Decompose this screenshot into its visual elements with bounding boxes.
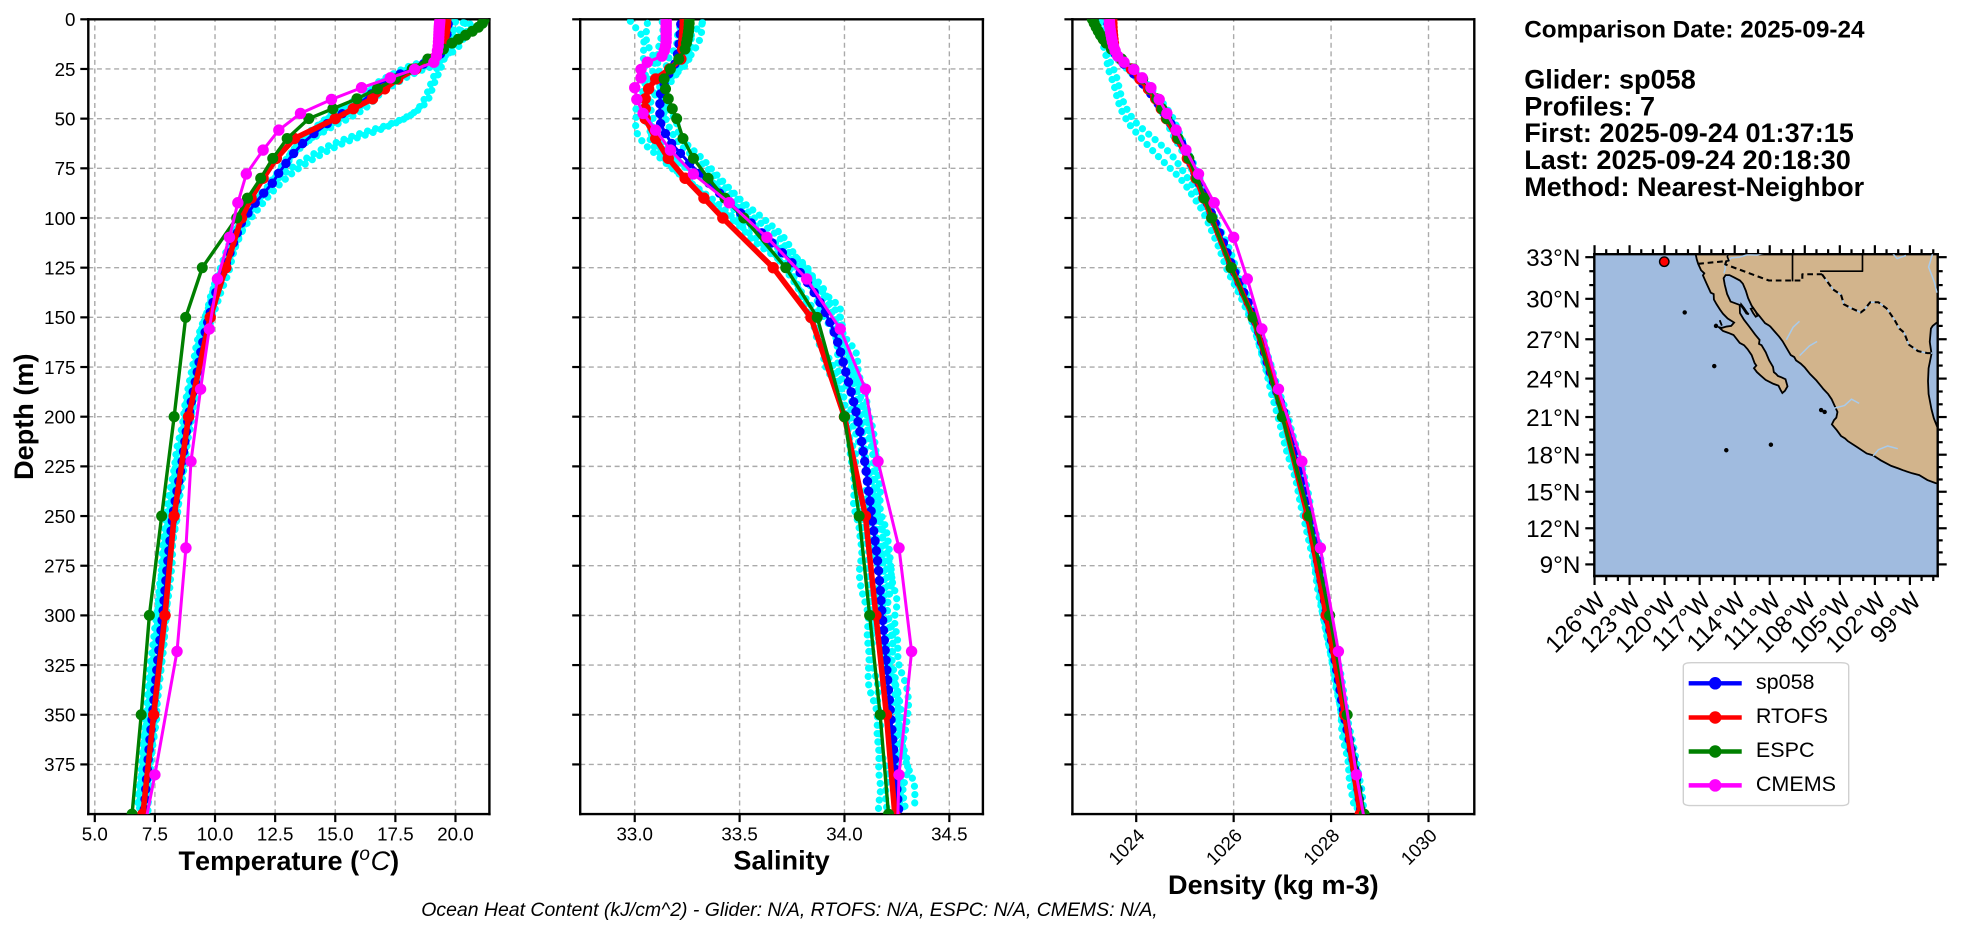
svg-text:30°N: 30°N — [1526, 287, 1580, 314]
svg-text:24°N: 24°N — [1526, 366, 1580, 393]
svg-text:Density (kg m-3): Density (kg m-3) — [1168, 869, 1379, 900]
svg-text:7.5: 7.5 — [142, 824, 168, 845]
svg-text:ESPC: ESPC — [1756, 738, 1815, 762]
svg-text:17.5: 17.5 — [377, 824, 414, 845]
svg-text:Method: Nearest-Neighbor: Method: Nearest-Neighbor — [1524, 171, 1864, 202]
svg-text:Comparison Date: 2025-09-24: Comparison Date: 2025-09-24 — [1524, 16, 1865, 43]
svg-text:34.5: 34.5 — [931, 824, 968, 845]
svg-text:18°N: 18°N — [1526, 443, 1580, 470]
svg-text:100: 100 — [44, 208, 75, 229]
svg-text:27°N: 27°N — [1526, 327, 1580, 354]
svg-text:75: 75 — [55, 158, 76, 179]
svg-text:33°N: 33°N — [1526, 245, 1580, 272]
svg-text:275: 275 — [44, 556, 75, 577]
svg-text:Glider: sp058: Glider: sp058 — [1524, 64, 1696, 95]
svg-text:33.0: 33.0 — [616, 824, 653, 845]
svg-text:Salinity: Salinity — [733, 845, 829, 876]
svg-text:350: 350 — [44, 705, 75, 726]
svg-text:10.0: 10.0 — [197, 824, 234, 845]
svg-text:250: 250 — [44, 506, 75, 527]
svg-text:34.0: 34.0 — [826, 824, 863, 845]
svg-text:21°N: 21°N — [1526, 405, 1580, 432]
svg-text:Depth (m): Depth (m) — [8, 354, 39, 480]
svg-text:15°N: 15°N — [1526, 480, 1580, 507]
svg-text:200: 200 — [44, 406, 75, 427]
svg-text:9°N: 9°N — [1540, 552, 1581, 579]
svg-text:375: 375 — [44, 754, 75, 775]
svg-text:Profiles: 7: Profiles: 7 — [1524, 91, 1655, 122]
svg-text:sp058: sp058 — [1756, 670, 1815, 694]
svg-text:CMEMS: CMEMS — [1756, 772, 1836, 796]
svg-text:0: 0 — [65, 9, 75, 30]
svg-text:225: 225 — [44, 456, 75, 477]
svg-text:175: 175 — [44, 357, 75, 378]
svg-text:RTOFS: RTOFS — [1756, 704, 1828, 728]
svg-text:12.5: 12.5 — [257, 824, 294, 845]
svg-text:Ocean Heat Content (kJ/cm^2) -: Ocean Heat Content (kJ/cm^2) - Glider: N… — [421, 899, 1157, 921]
svg-text:12°N: 12°N — [1526, 516, 1580, 543]
svg-text:T e m p: T e m p e r a t u r e ( ) o C — [178, 840, 405, 876]
svg-text:325: 325 — [44, 655, 75, 676]
svg-text:33.5: 33.5 — [721, 824, 758, 845]
svg-text:125: 125 — [44, 257, 75, 278]
svg-text:Last: 2025-09-24 20:18:30: Last: 2025-09-24 20:18:30 — [1524, 144, 1851, 175]
svg-text:300: 300 — [44, 605, 75, 626]
svg-text:15.0: 15.0 — [317, 824, 354, 845]
svg-text:First: 2025-09-24 01:37:15: First: 2025-09-24 01:37:15 — [1524, 117, 1854, 148]
svg-text:25: 25 — [55, 59, 76, 80]
svg-text:50: 50 — [55, 108, 76, 129]
svg-text:5.0: 5.0 — [82, 824, 108, 845]
svg-text:150: 150 — [44, 307, 75, 328]
svg-text:20.0: 20.0 — [437, 824, 473, 845]
